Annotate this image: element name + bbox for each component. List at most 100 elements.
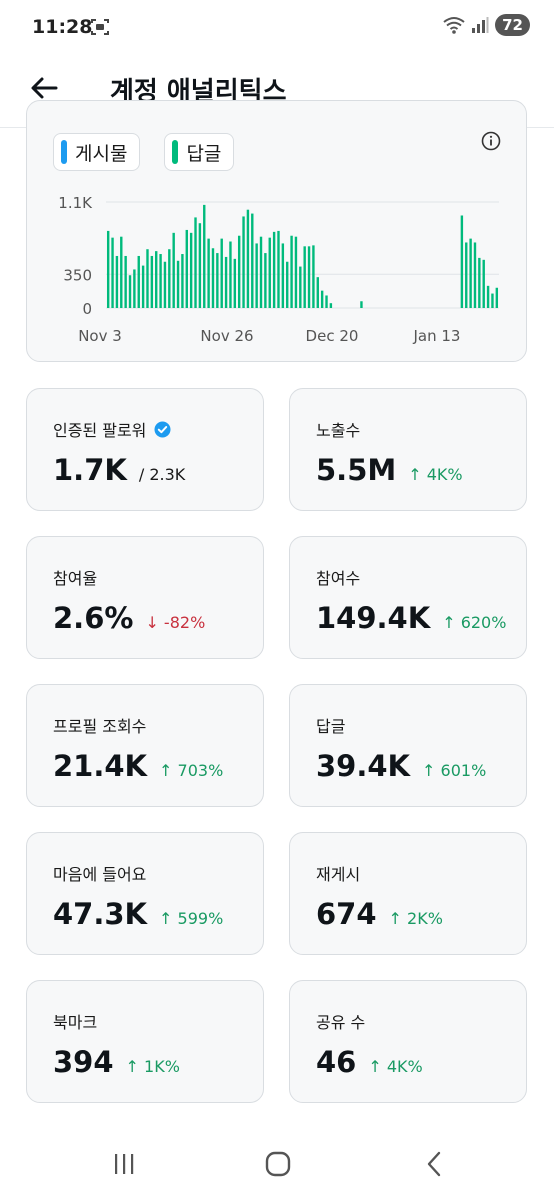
bar — [229, 241, 232, 308]
bar — [124, 255, 127, 308]
stat-value: 394 — [53, 1045, 114, 1079]
stat-value: 674 — [316, 897, 377, 931]
screen-capture-icon — [91, 19, 109, 35]
stat-row: 21.4K ↑ 703% — [53, 749, 223, 783]
bar — [290, 235, 293, 308]
status-time: 11:28 — [32, 16, 93, 38]
stat-row: 394 ↑ 1K% — [53, 1045, 180, 1079]
bar — [203, 204, 206, 308]
bar — [220, 238, 223, 308]
bar — [307, 246, 311, 308]
stat-card-reposts[interactable]: 재게시 674 ↑ 2K% — [289, 832, 527, 955]
stat-label-text: 마음에 들어요 — [53, 865, 147, 884]
wifi-icon — [443, 17, 465, 34]
bar — [268, 237, 271, 308]
bar — [120, 236, 123, 308]
bar — [303, 246, 306, 308]
stat-label: 재게시 — [316, 861, 360, 885]
bar — [486, 285, 490, 308]
stat-row: 149.4K ↑ 620% — [316, 601, 506, 635]
stat-total: / 2.3K — [138, 465, 186, 484]
stat-change: ↓ -82% — [145, 613, 206, 632]
bar — [460, 215, 464, 308]
bar — [137, 255, 140, 308]
bar — [150, 255, 154, 308]
stat-label-text: 재게시 — [316, 865, 361, 884]
stat-label: 참여수 — [316, 565, 360, 589]
arrow-left-icon — [31, 77, 58, 99]
bar — [299, 266, 302, 308]
bar — [172, 232, 175, 308]
bar — [281, 243, 285, 308]
battery-indicator: 72 — [495, 14, 530, 36]
stat-label-text: 프로필 조회수 — [53, 717, 147, 736]
bar — [286, 261, 289, 308]
status-bar: 11:28 72 — [0, 0, 554, 56]
bar — [185, 229, 188, 308]
legend-posts-swatch — [61, 140, 67, 164]
recent-apps-button[interactable] — [104, 1146, 144, 1182]
verified-badge-icon — [154, 421, 171, 437]
stat-value: 5.5M — [316, 453, 397, 487]
stat-label: 공유 수 — [316, 1009, 365, 1033]
bar — [264, 253, 267, 308]
bar — [255, 243, 258, 308]
bar — [251, 213, 254, 308]
stat-card-impressions[interactable]: 노출수 5.5M ↑ 4K% — [289, 388, 527, 511]
stat-label-text: 답글 — [316, 717, 346, 736]
bar — [181, 254, 184, 308]
bar — [491, 293, 494, 308]
stat-value: 1.7K — [53, 453, 127, 487]
stat-value: 46 — [316, 1045, 357, 1079]
stat-label: 인증된 팔로워 — [53, 417, 171, 441]
x-tick-label: Jan 13 — [413, 327, 461, 345]
stat-label-text: 노출수 — [316, 421, 361, 440]
bar — [469, 238, 472, 308]
signal-icon — [472, 17, 489, 33]
stat-label: 답글 — [316, 713, 345, 737]
legend-replies-swatch — [172, 140, 179, 164]
stat-change: ↑ 4K% — [408, 465, 463, 484]
stat-row: 47.3K ↑ 599% — [53, 897, 223, 931]
bar — [237, 235, 241, 308]
stat-card-replies[interactable]: 답글 39.4K ↑ 601% — [289, 684, 527, 807]
stat-card-bookmarks[interactable]: 북마크 394 ↑ 1K% — [26, 980, 264, 1103]
stat-card-likes[interactable]: 마음에 들어요 47.3K ↑ 599% — [26, 832, 264, 955]
bar — [141, 265, 145, 308]
stat-label: 마음에 들어요 — [53, 861, 146, 885]
bar — [168, 249, 171, 308]
back-button[interactable] — [26, 70, 62, 106]
system-back-button[interactable] — [414, 1146, 454, 1182]
stat-label: 북마크 — [53, 1009, 97, 1033]
bar — [133, 269, 136, 308]
bar — [233, 258, 237, 308]
bar — [216, 253, 219, 308]
stat-label: 참여율 — [53, 565, 97, 589]
legend-replies-label: 답글 — [186, 142, 222, 165]
stat-card-engagement-rate[interactable]: 참여율 2.6% ↓ -82% — [26, 536, 264, 659]
bar — [294, 236, 298, 308]
info-icon[interactable] — [481, 131, 501, 151]
stat-label: 노출수 — [316, 417, 360, 441]
stat-value: 2.6% — [53, 601, 134, 635]
legend-replies[interactable]: 답글 — [164, 133, 235, 171]
bar — [155, 251, 158, 308]
stat-change: ↑ 599% — [159, 909, 224, 928]
bar — [277, 230, 280, 308]
bar — [207, 238, 210, 308]
stat-label-text: 참여수 — [316, 569, 361, 588]
stat-card-shares[interactable]: 공유 수 46 ↑ 4K% — [289, 980, 527, 1103]
stat-card-engagements[interactable]: 참여수 149.4K ↑ 620% — [289, 536, 527, 659]
bar — [329, 303, 333, 308]
chart-legend: 게시물 답글 — [53, 133, 235, 171]
bar — [211, 248, 215, 308]
stat-card-verified-followers[interactable]: 인증된 팔로워 1.7K / 2.3K — [26, 388, 264, 511]
bar — [194, 217, 197, 308]
stat-card-profile-visits[interactable]: 프로필 조회수 21.4K ↑ 703% — [26, 684, 264, 807]
bar — [189, 232, 193, 308]
legend-posts-label: 게시물 — [75, 142, 128, 165]
home-button[interactable] — [258, 1146, 298, 1182]
chevron-left-icon — [427, 1151, 441, 1177]
x-tick-label: Nov 26 — [200, 327, 253, 345]
legend-posts[interactable]: 게시물 — [53, 133, 141, 171]
